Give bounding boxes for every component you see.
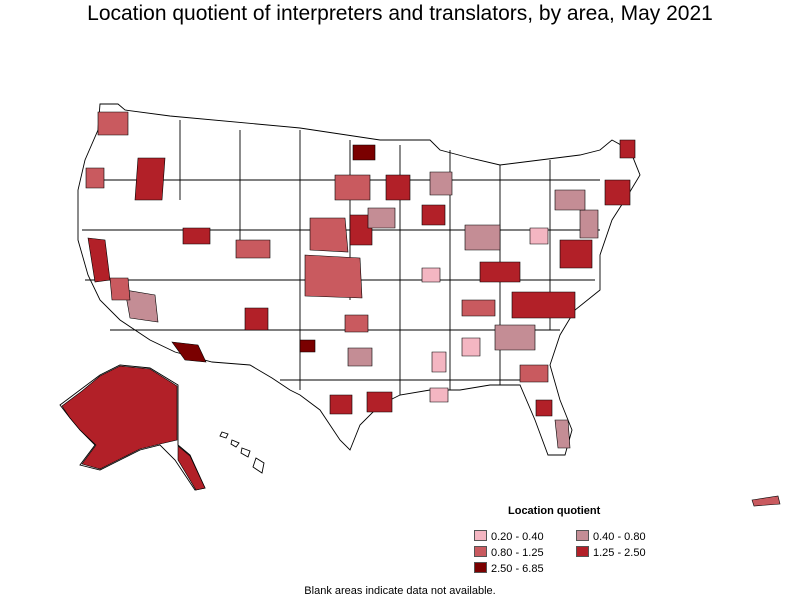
area-illinois	[421, 204, 446, 226]
alaska-outline	[59, 364, 206, 491]
area-alaska	[61, 365, 178, 470]
area-indiana	[421, 267, 441, 283]
area-iowa	[367, 207, 396, 229]
area-southeast-alaska	[177, 445, 206, 491]
area-new-york	[554, 189, 586, 211]
area-new-mexico-north	[244, 307, 269, 331]
legend-label: 0.80 - 1.25	[491, 547, 544, 559]
legend-label: 0.20 - 0.40	[491, 531, 544, 543]
legend-item-0-20: 0.20 - 0.40	[474, 530, 544, 543]
area-north-dakota-east	[352, 144, 376, 161]
footnote: Blank areas indicate data not available.	[304, 585, 496, 597]
shaded-areas	[61, 111, 781, 507]
legend-item-0-80: 0.80 - 1.25	[474, 546, 544, 559]
area-utah	[182, 227, 211, 245]
legend-swatch	[474, 530, 487, 541]
legend-swatch	[576, 530, 589, 541]
area-phoenix-west	[124, 289, 159, 323]
area-florida-south	[554, 419, 571, 449]
area-louisiana	[429, 387, 449, 403]
area-tennessee	[461, 299, 496, 317]
area-carolinas	[511, 291, 576, 319]
legend-label: 1.25 - 2.50	[593, 547, 646, 559]
area-colorado	[235, 239, 271, 259]
area-california-coast	[87, 237, 111, 283]
legend-label: 0.40 - 0.80	[593, 531, 646, 543]
area-florida-north	[519, 364, 549, 383]
legend-swatch	[474, 562, 487, 573]
legend-item-2-50: 2.50 - 6.85	[474, 562, 544, 575]
area-south-dakota	[334, 174, 371, 201]
legend-title: Location quotient	[508, 505, 601, 517]
area-minnesota	[385, 174, 411, 201]
legend-item-0-40: 0.40 - 0.80	[576, 530, 646, 543]
legend-label: 2.50 - 6.85	[491, 563, 544, 575]
area-tucson	[171, 341, 207, 363]
area-houston	[366, 391, 393, 413]
area-mississippi	[431, 351, 447, 373]
area-tampa	[535, 399, 553, 417]
map-title: Location quotient of interpreters and tr…	[87, 2, 713, 25]
map-outlines	[59, 103, 641, 491]
area-puerto-rico	[751, 495, 781, 507]
area-idaho-east	[134, 157, 166, 201]
area-maine	[619, 139, 636, 159]
contiguous-us-outline	[77, 103, 641, 456]
area-southern-california	[109, 277, 131, 301]
area-georgia	[494, 324, 536, 351]
area-washington	[97, 111, 129, 136]
area-new-england	[604, 179, 631, 206]
hawaii-outline	[219, 431, 265, 474]
area-oklahoma	[344, 314, 369, 333]
area-oregon-west	[85, 167, 105, 189]
area-kentucky	[479, 261, 521, 283]
area-nebraska	[309, 217, 349, 253]
area-san-antonio	[329, 394, 353, 415]
area-pennsylvania-east	[529, 227, 549, 245]
legend-swatch	[474, 546, 487, 557]
legend-swatch	[576, 546, 589, 557]
area-new-mexico-south	[299, 339, 316, 353]
area-texas-central	[347, 347, 373, 367]
area-mid-atlantic	[579, 209, 599, 239]
area-alabama	[461, 337, 481, 357]
area-virginia	[559, 239, 593, 269]
area-wisconsin	[429, 171, 453, 196]
legend-item-1-25: 1.25 - 2.50	[576, 546, 646, 559]
area-eastern-nebraska	[349, 214, 373, 246]
area-ohio-valley	[464, 224, 501, 251]
area-kansas	[304, 254, 363, 299]
